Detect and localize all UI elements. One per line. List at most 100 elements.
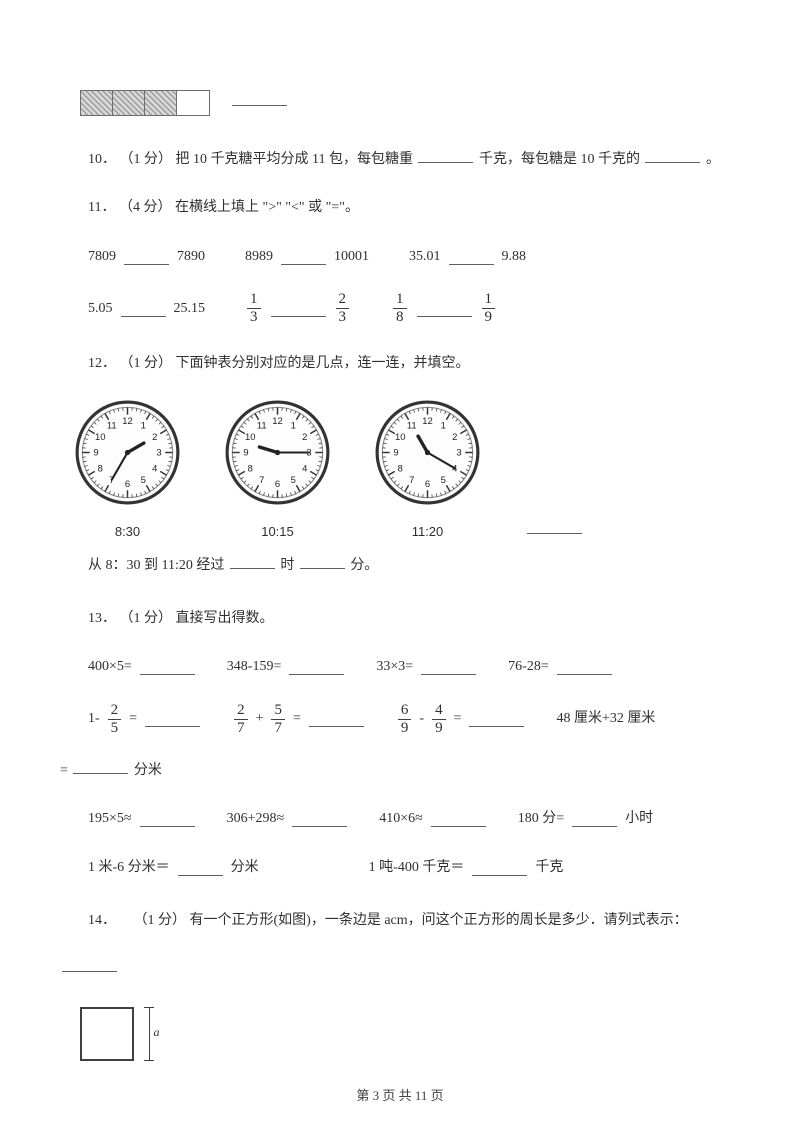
- answer-blank[interactable]: [140, 812, 195, 827]
- page-total: 11: [415, 1088, 428, 1103]
- unit: 分米: [231, 855, 259, 882]
- svg-text:10: 10: [245, 432, 256, 443]
- svg-text:11: 11: [107, 420, 117, 431]
- val: 5.05: [88, 296, 113, 323]
- q-number: 14．: [88, 913, 116, 928]
- svg-text:2: 2: [452, 432, 457, 443]
- q-text: 千克，每包糖是 10 千克的: [479, 152, 640, 167]
- calc-item: 1 吨-400 千克＝千克: [369, 855, 564, 882]
- q13-row4: 1 米-6 分米＝分米 1 吨-400 千克＝千克: [60, 855, 740, 882]
- clock-blank: [525, 519, 584, 539]
- answer-blank[interactable]: [557, 660, 612, 675]
- answer-blank[interactable]: [121, 301, 166, 316]
- svg-text:3: 3: [456, 448, 461, 459]
- clock-item: 123456789101112 10:15: [225, 400, 330, 539]
- q13-row1: 400×5= 348-159= 33×3= 76-28=: [60, 654, 740, 681]
- eq: =: [454, 706, 462, 733]
- answer-blank[interactable]: [418, 147, 473, 162]
- unit: 小时: [625, 806, 653, 833]
- op: -: [419, 706, 424, 733]
- svg-text:9: 9: [93, 448, 98, 459]
- val: 7890: [177, 244, 205, 271]
- q-text: 从 8：30 到 11:20 经过: [88, 558, 224, 573]
- eq: =: [60, 763, 68, 778]
- expr: 1-: [88, 706, 100, 733]
- dimension-label: a: [154, 1021, 160, 1044]
- q-text: 。: [706, 152, 720, 167]
- q-text: 直接写出得数。: [176, 611, 274, 626]
- calc-item: 195×5≈: [88, 806, 197, 833]
- answer-blank[interactable]: [472, 861, 527, 876]
- answer-blank[interactable]: [527, 519, 582, 534]
- answer-blank[interactable]: [73, 758, 128, 773]
- svg-text:3: 3: [156, 448, 161, 459]
- expr: 410×6≈: [379, 806, 423, 833]
- q13-row2: 1- 25 = 27 + 57 = 69 - 49 = 48 厘米+32 厘米: [60, 703, 740, 736]
- answer-blank[interactable]: [232, 91, 287, 106]
- svg-text:11: 11: [257, 420, 267, 431]
- q-points: （1 分）: [120, 356, 173, 371]
- fraction-boxes: [80, 90, 210, 116]
- op: +: [256, 706, 264, 733]
- calc-item: 400×5=: [88, 654, 197, 681]
- answer-blank[interactable]: [469, 712, 524, 727]
- answer-blank[interactable]: [645, 147, 700, 162]
- expr: 348-159=: [227, 654, 282, 681]
- calc-item: 48 厘米+32 厘米: [556, 706, 655, 733]
- q13-row2b: = 分米: [60, 758, 740, 785]
- question-12: 12． （1 分） 下面钟表分别对应的是几点，连一连，并填空。: [60, 351, 740, 378]
- eq: =: [129, 706, 137, 733]
- answer-blank[interactable]: [449, 249, 494, 264]
- val: 8989: [245, 244, 273, 271]
- val: 25.15: [174, 296, 206, 323]
- svg-text:6: 6: [425, 479, 430, 490]
- q11-row1: 7809 7890 8989 10001 35.01 9.88: [60, 244, 740, 271]
- answer-blank[interactable]: [309, 712, 364, 727]
- answer-blank[interactable]: [145, 712, 200, 727]
- box-empty: [177, 91, 209, 115]
- answer-blank[interactable]: [300, 554, 345, 569]
- answer-blank[interactable]: [421, 660, 476, 675]
- svg-text:7: 7: [259, 475, 264, 486]
- calc-item: 27 + 57 =: [232, 703, 366, 736]
- square-figure: a: [80, 1007, 160, 1061]
- clock-item: 123456789101112 8:30: [75, 400, 180, 539]
- q-points: （1 分）: [120, 611, 173, 626]
- footer-text: 第: [356, 1088, 372, 1103]
- expr: 400×5=: [88, 654, 132, 681]
- calc-item: 69 - 49 =: [396, 703, 527, 736]
- clock-label: 8:30: [75, 524, 180, 539]
- answer-blank[interactable]: [431, 812, 486, 827]
- question-10: 10． （1 分） 把 10 千克糖平均分成 11 包，每包糖重 千克，每包糖是…: [60, 147, 740, 174]
- svg-text:6: 6: [275, 479, 280, 490]
- svg-text:8: 8: [248, 463, 253, 474]
- answer-blank[interactable]: [62, 957, 117, 972]
- question-11: 11． （4 分） 在横线上填上 ">" "<" 或 "="。: [60, 195, 740, 222]
- box-shaded: [145, 91, 177, 115]
- clock-icon: 123456789101112: [75, 400, 180, 505]
- svg-text:5: 5: [441, 475, 446, 486]
- fraction: 69: [398, 703, 412, 736]
- calc-item: 180 分=小时: [518, 806, 653, 833]
- answer-blank[interactable]: [271, 301, 326, 316]
- svg-text:6: 6: [125, 479, 130, 490]
- answer-blank[interactable]: [230, 554, 275, 569]
- answer-blank[interactable]: [572, 812, 617, 827]
- answer-blank[interactable]: [417, 301, 472, 316]
- answer-blank[interactable]: [124, 249, 169, 264]
- svg-text:5: 5: [141, 475, 146, 486]
- svg-text:9: 9: [393, 448, 398, 459]
- compare-pair: 35.01 9.88: [409, 244, 526, 271]
- answer-blank[interactable]: [292, 812, 347, 827]
- expr: 76-28=: [508, 654, 549, 681]
- answer-blank[interactable]: [178, 861, 223, 876]
- answer-blank[interactable]: [281, 249, 326, 264]
- q14-figure: a: [60, 1007, 740, 1061]
- clock-label: 11:20: [375, 524, 480, 539]
- fraction: 25: [108, 703, 122, 736]
- answer-blank[interactable]: [289, 660, 344, 675]
- svg-text:7: 7: [409, 475, 414, 486]
- answer-blank[interactable]: [140, 660, 195, 675]
- fraction: 49: [432, 703, 446, 736]
- calc-item: 348-159=: [227, 654, 347, 681]
